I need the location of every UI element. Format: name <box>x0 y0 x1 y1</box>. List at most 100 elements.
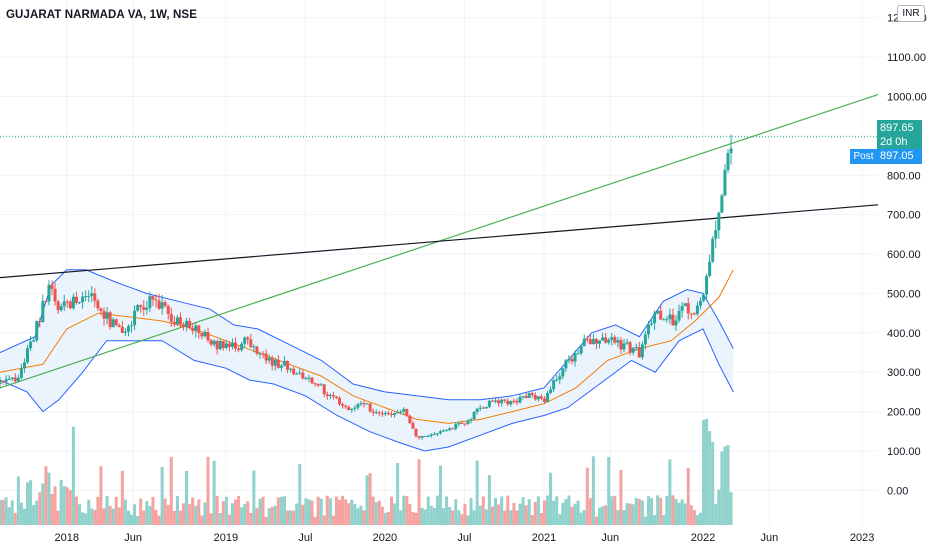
volume-bar <box>252 470 256 525</box>
volume-bar <box>19 502 23 525</box>
candle-body <box>252 346 256 348</box>
candle-body <box>420 436 424 438</box>
candle-body <box>708 261 712 276</box>
candle-body <box>90 293 94 296</box>
volume-bar <box>310 500 314 525</box>
candle-body <box>310 377 314 384</box>
volume-bar <box>426 496 430 525</box>
candle-body <box>197 325 201 333</box>
volume-bar <box>16 476 20 525</box>
volume-bar <box>546 495 550 525</box>
candle-body <box>637 347 641 358</box>
volume-bar <box>325 495 329 525</box>
candle-body <box>41 301 45 323</box>
volume-bar <box>695 514 699 525</box>
volume-bar <box>123 499 127 525</box>
volume-bar <box>500 496 504 525</box>
candle-body <box>616 340 620 343</box>
candle-body <box>240 343 244 351</box>
candle-body <box>282 361 286 366</box>
currency-badge[interactable]: INR <box>897 5 925 22</box>
volume-bar <box>286 510 290 525</box>
candle-body <box>506 400 510 405</box>
volume-bar <box>175 496 179 525</box>
candle-body <box>227 343 231 347</box>
volume-bar <box>634 497 638 525</box>
volume-bar <box>616 510 620 525</box>
volume-bar <box>47 472 51 525</box>
volume-bar <box>723 446 727 525</box>
volume-bar <box>454 499 458 525</box>
volume-bar <box>178 510 182 525</box>
candle-body <box>338 397 342 405</box>
candle-body <box>32 340 36 342</box>
volume-bar <box>377 500 381 525</box>
volume-bar <box>650 498 654 525</box>
volume-bar <box>490 506 494 525</box>
candle-body <box>689 313 693 315</box>
candle-body <box>692 313 696 315</box>
volume-bar <box>157 515 161 525</box>
volume-bar <box>246 501 250 525</box>
time-axis-bg <box>0 525 878 550</box>
volume-bar <box>622 510 626 525</box>
volume-bar <box>240 507 244 525</box>
volume-bar <box>668 459 672 525</box>
volume-bar <box>38 492 42 525</box>
candle-body <box>405 408 409 416</box>
candle-body <box>148 296 152 308</box>
candle-body <box>503 399 507 401</box>
volume-bar <box>383 512 387 525</box>
candle-body <box>622 343 626 350</box>
volume-bar <box>99 466 103 525</box>
volume-bar <box>411 511 415 525</box>
candle-body <box>237 348 241 351</box>
candle-body <box>276 359 280 368</box>
bar-countdown: 2d 0h <box>880 136 908 148</box>
candle-body <box>0 380 2 385</box>
candle-body <box>460 422 464 424</box>
candle-body <box>261 353 265 355</box>
post-market-label: Post <box>850 149 877 164</box>
candle-body <box>133 310 137 326</box>
candle-body <box>123 331 127 333</box>
candle-body <box>331 395 335 397</box>
volume-bar <box>1 499 5 525</box>
volume-bar <box>350 499 354 525</box>
candle-body <box>313 383 317 385</box>
volume-bar <box>356 508 360 525</box>
candle-body <box>432 433 436 435</box>
volume-bar <box>133 504 137 525</box>
candle-body <box>613 337 617 343</box>
volume-bar <box>561 502 565 525</box>
candle-body <box>702 294 706 301</box>
volume-bar <box>402 495 406 525</box>
candle-body <box>56 301 60 311</box>
volume-bar <box>726 445 730 525</box>
volume-bar <box>90 508 94 525</box>
candle-body <box>136 305 140 311</box>
candle-body <box>178 317 182 325</box>
volume-bar <box>59 479 63 525</box>
candle-body <box>157 300 161 309</box>
volume-bar <box>230 503 234 525</box>
candle-body <box>417 436 421 438</box>
time-tick-label: Jun <box>124 532 142 544</box>
volume-bar <box>659 497 663 525</box>
volume-bar <box>628 503 632 525</box>
candle-body <box>674 320 678 326</box>
last-price-value: 897.65 <box>880 122 914 134</box>
volume-bar <box>484 509 488 525</box>
volume-bar <box>344 499 348 525</box>
time-tick-label: 2022 <box>691 532 715 544</box>
volume-bar <box>414 512 418 525</box>
candle-body <box>234 342 238 349</box>
volume-bar <box>692 509 696 525</box>
time-tick-label: Jul <box>457 532 471 544</box>
candle-body <box>411 423 415 429</box>
volume-bar <box>438 465 442 525</box>
volume-bar <box>463 503 467 525</box>
volume-bar <box>698 512 702 525</box>
